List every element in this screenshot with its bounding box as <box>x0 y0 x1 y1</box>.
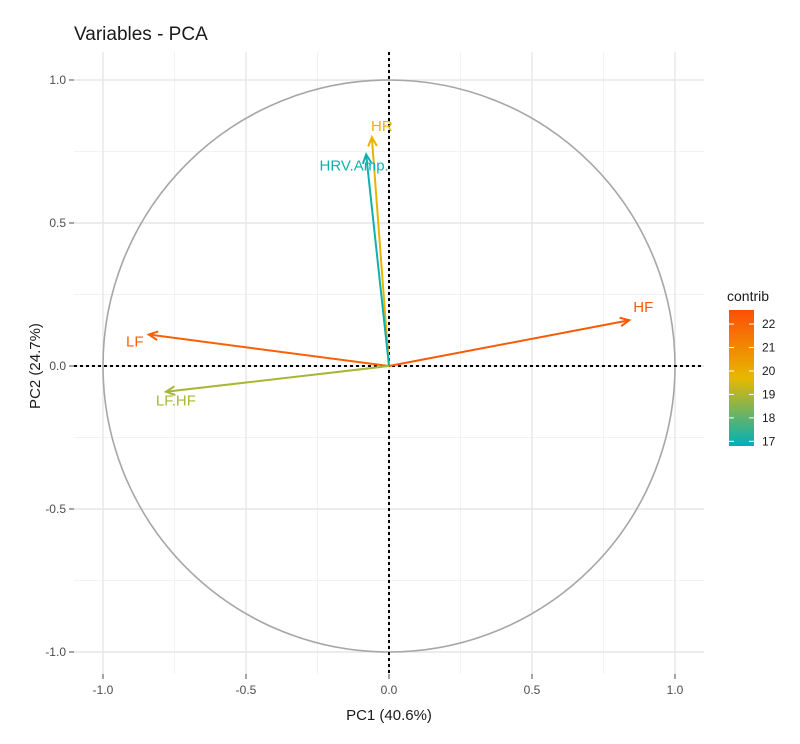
x-tick-label: 0.5 <box>524 683 541 697</box>
y-tick-label: -1.0 <box>45 645 66 659</box>
legend-ticks: 22 21 20 19 18 17 <box>729 317 776 448</box>
legend-tick-label: 22 <box>762 317 776 331</box>
chart-title: Variables - PCA <box>74 24 208 45</box>
legend-title: contrib <box>727 288 769 304</box>
arrow-lf <box>148 333 390 367</box>
arrowhead-lf <box>146 330 159 341</box>
label-lf: LF <box>126 334 144 351</box>
variable-arrows: HR HRV.Amp. HF LF LF.HF <box>126 118 653 410</box>
arrow-lf-hf <box>165 365 390 393</box>
arrow-hrv-amp <box>365 154 390 367</box>
arrowhead-lf-hf <box>163 385 176 396</box>
legend-tick-label: 19 <box>762 387 776 401</box>
label-hrv-amp: HRV.Amp. <box>320 157 389 174</box>
arrow-hr <box>370 137 390 367</box>
y-axis-title: PC2 (24.7%) <box>27 323 44 409</box>
legend-colorbar <box>729 310 754 446</box>
x-axis-ticks: -1.0 -0.5 0.0 0.5 1.0 <box>93 674 684 697</box>
label-lf-hf: LF.HF <box>156 393 196 410</box>
x-axis-title: PC1 (40.6%) <box>346 707 432 724</box>
arrowhead-hrv-amp <box>361 152 373 165</box>
legend-tick-label: 17 <box>762 434 776 448</box>
y-tick-label: 0.5 <box>49 216 66 230</box>
label-hr: HR <box>371 118 393 135</box>
x-tick-label: -1.0 <box>93 683 114 697</box>
legend-tick-label: 20 <box>762 364 776 378</box>
contrib-legend: contrib 22 21 20 19 18 17 <box>727 288 776 448</box>
legend-tick-label: 18 <box>762 411 776 425</box>
x-tick-label: 1.0 <box>667 683 684 697</box>
y-tick-label: 1.0 <box>49 73 66 87</box>
y-tick-label: 0.0 <box>49 359 66 373</box>
x-tick-label: 0.0 <box>381 683 398 697</box>
label-hf: HF <box>633 299 653 316</box>
y-tick-label: -0.5 <box>45 502 66 516</box>
arrowhead-hr <box>367 134 378 147</box>
arrow-hf <box>388 319 630 367</box>
legend-tick-label: 21 <box>762 341 776 355</box>
arrowhead-hf <box>619 316 632 327</box>
y-axis-ticks: -1.0 -0.5 0.0 0.5 1.0 <box>45 73 74 659</box>
x-tick-label: -0.5 <box>236 683 257 697</box>
